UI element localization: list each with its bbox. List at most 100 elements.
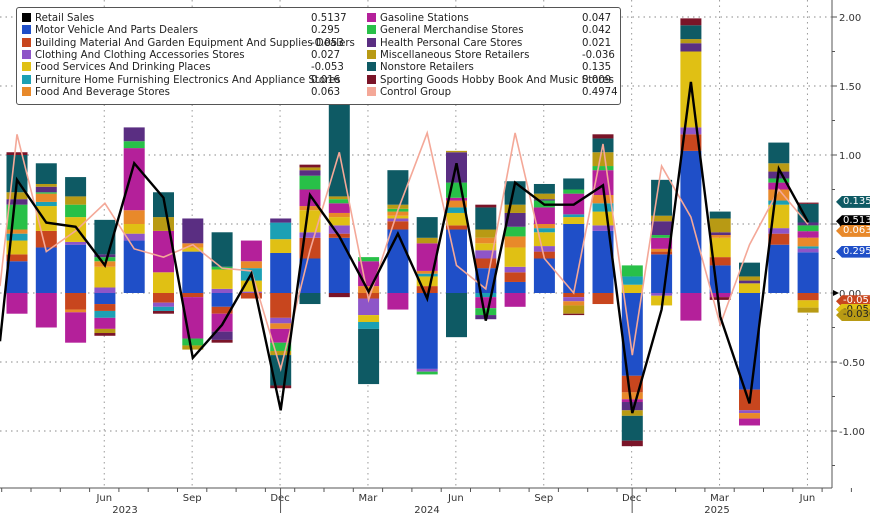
bar-segment bbox=[6, 261, 28, 293]
bar-stack bbox=[768, 142, 790, 293]
bar-segment bbox=[680, 39, 702, 44]
bar-segment bbox=[6, 240, 28, 255]
bar-segment bbox=[6, 199, 28, 205]
bar-segment bbox=[797, 252, 819, 293]
bar-segment bbox=[797, 307, 819, 313]
bar-segment bbox=[35, 163, 57, 184]
bar-segment bbox=[211, 293, 233, 307]
x-tick-label: Jun bbox=[447, 493, 464, 504]
bar-segment bbox=[65, 196, 87, 205]
bar-segment bbox=[65, 244, 87, 293]
bar-segment bbox=[182, 218, 204, 244]
legend-label: Building Material And Garden Equipment A… bbox=[35, 37, 355, 49]
bar-segment bbox=[533, 183, 555, 194]
bar-segment bbox=[299, 210, 321, 233]
bar-stack bbox=[563, 178, 585, 316]
legend-item: Furniture Home Furnishing Electronics An… bbox=[22, 74, 341, 87]
bar-segment bbox=[211, 306, 233, 314]
bar-stack bbox=[504, 181, 526, 307]
bar-segment bbox=[709, 265, 731, 293]
bar-segment bbox=[563, 297, 585, 302]
legend-item: General Merchandise Stores bbox=[367, 25, 524, 37]
bar-segment bbox=[680, 127, 702, 135]
bar-segment bbox=[709, 218, 731, 233]
bar-segment bbox=[328, 293, 350, 298]
bar-segment bbox=[709, 293, 731, 298]
bar-segment bbox=[475, 229, 497, 238]
legend-value: 0.5137 bbox=[311, 13, 347, 24]
bar-segment bbox=[563, 178, 585, 190]
bar-segment bbox=[739, 280, 760, 284]
legend-label: Control Group bbox=[380, 86, 452, 98]
bar-segment bbox=[299, 164, 321, 168]
end-value-label: 0.5137 bbox=[836, 215, 870, 228]
line-retail-sales bbox=[0, 81, 810, 414]
bar-segment bbox=[211, 232, 233, 267]
bar-stack bbox=[680, 18, 702, 321]
bar-segment bbox=[270, 385, 292, 389]
bar-segment bbox=[387, 221, 409, 230]
bar-segment bbox=[153, 310, 174, 314]
bar-segment bbox=[475, 293, 497, 298]
legend-value: 0.135 bbox=[582, 62, 612, 74]
legend-swatch bbox=[367, 37, 376, 47]
bar-segment bbox=[65, 204, 87, 218]
bar-stack bbox=[35, 163, 57, 328]
bar-segment bbox=[651, 237, 673, 249]
bar-segment bbox=[6, 192, 28, 200]
bar-segment bbox=[416, 217, 438, 238]
bar-stack bbox=[123, 127, 145, 293]
y-tick-label: 1.00 bbox=[839, 151, 861, 162]
y-axis: 2.001.501.000.500.00-0.50-1.00 bbox=[831, 0, 865, 488]
bar-segment bbox=[358, 321, 380, 329]
bar-segment bbox=[504, 266, 526, 273]
bar-segment bbox=[475, 237, 497, 244]
bar-segment bbox=[416, 371, 438, 375]
bar-stack bbox=[592, 134, 614, 305]
bar-segment bbox=[416, 276, 438, 287]
legend-label: General Merchandise Stores bbox=[380, 25, 524, 37]
bar-segment bbox=[621, 440, 643, 447]
bar-segment bbox=[768, 178, 790, 183]
bar-segment bbox=[563, 293, 585, 298]
bar-segment bbox=[153, 302, 174, 307]
bar-segment bbox=[299, 258, 321, 293]
x-axis: JunSepDecMarJunSepDecMarJun202320242025 bbox=[0, 487, 852, 513]
legend-label: Food Services And Drinking Places bbox=[35, 62, 211, 74]
bar-segment bbox=[240, 280, 262, 292]
bar-segment bbox=[563, 301, 585, 306]
bar-segment bbox=[621, 284, 643, 293]
bar-segment bbox=[446, 229, 467, 293]
bar-segment bbox=[387, 204, 409, 209]
y-tick-label: -1.00 bbox=[839, 427, 865, 438]
bar-segment bbox=[35, 206, 57, 231]
bar-segment bbox=[123, 240, 145, 293]
bar-segment bbox=[94, 310, 116, 318]
bar-segment bbox=[768, 182, 790, 190]
bar-segment bbox=[475, 308, 497, 316]
bar-segment bbox=[299, 170, 321, 176]
bar-segment bbox=[504, 212, 526, 227]
end-value-label: 0.135 bbox=[836, 195, 870, 208]
bar-segment bbox=[768, 228, 790, 234]
bar-segment bbox=[709, 237, 731, 258]
bar-stack bbox=[475, 204, 497, 320]
bar-segment bbox=[621, 399, 643, 403]
x-tick-label: Mar bbox=[710, 493, 730, 504]
bar-segment bbox=[270, 323, 292, 329]
bar-segment bbox=[358, 257, 380, 262]
bar-segment bbox=[709, 235, 731, 238]
bar-segment bbox=[94, 287, 116, 293]
legend-label: Furniture Home Furnishing Electronics An… bbox=[35, 74, 341, 86]
bar-segment bbox=[563, 214, 585, 218]
bar-segment bbox=[240, 291, 262, 293]
bar-segment bbox=[709, 211, 731, 219]
bar-segment bbox=[270, 218, 292, 223]
bar-segment bbox=[504, 236, 526, 248]
bar-segment bbox=[94, 257, 116, 262]
legend-swatch bbox=[22, 62, 31, 72]
y-tick-label: 1.50 bbox=[839, 82, 861, 93]
bar-segment bbox=[270, 350, 292, 356]
bar-segment bbox=[797, 202, 819, 204]
bar-segment bbox=[680, 293, 702, 321]
